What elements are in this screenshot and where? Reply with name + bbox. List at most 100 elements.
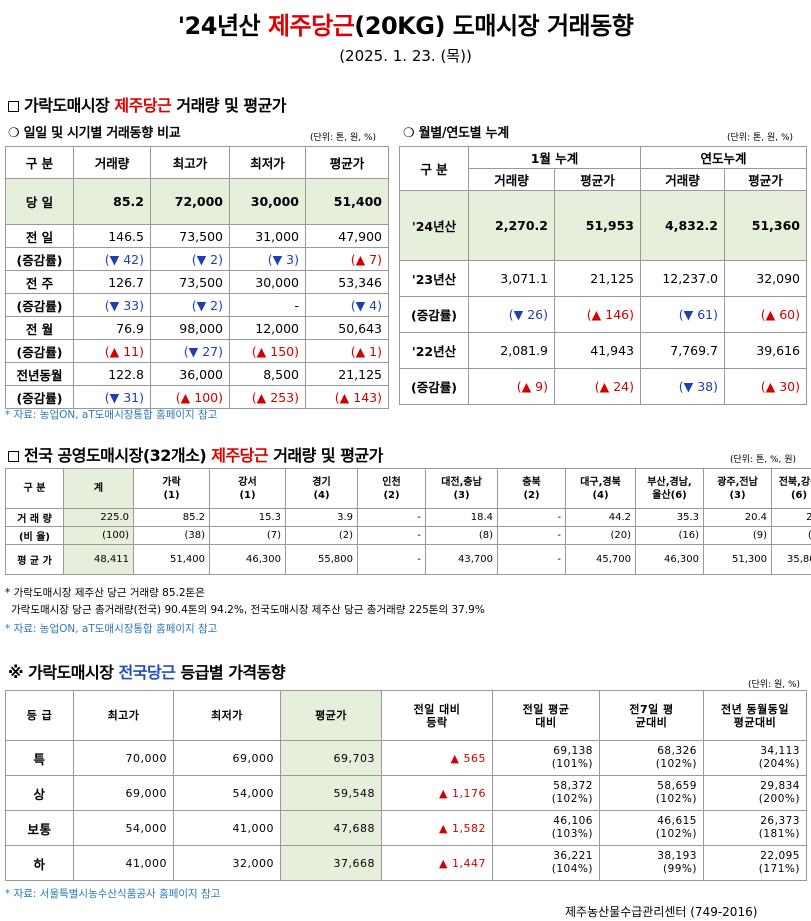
change-cell: - bbox=[229, 293, 306, 317]
cell-pct: (200%) bbox=[758, 793, 800, 805]
change-cell: (▲ 30) bbox=[723, 368, 808, 405]
volume-row: 거 래 량 225.0 85.2 15.3 3.9 - 18.4 - 44.2 … bbox=[5, 508, 811, 527]
section3-title-blue: 전국당근 bbox=[118, 663, 176, 682]
header-cell: 구 분 bbox=[5, 146, 74, 179]
grade-label: 상 bbox=[5, 775, 74, 811]
table-cell: 85.2 bbox=[73, 178, 151, 225]
header-text: 강서 bbox=[238, 476, 257, 488]
section1-source: * 자료: 농업ON, aT도매시장통합 홈페이지 참고 bbox=[5, 409, 218, 421]
section2-title-pre: 전국 공영도매시장(32개소) bbox=[24, 446, 212, 465]
header-cell: 전일 대비등락 bbox=[381, 690, 493, 741]
header-text: 울산(6) bbox=[652, 489, 687, 501]
row-label: (비 율) bbox=[5, 526, 64, 545]
table-cell: 34,113 (204%) bbox=[703, 740, 807, 776]
table-cell: (7) bbox=[209, 526, 286, 545]
ratio-row: (비 율) (100) (38) (7) (2) - (8) - (20) (1… bbox=[5, 526, 811, 545]
change-cell: (▼ 38) bbox=[640, 368, 725, 405]
table-cell: 20.4 bbox=[703, 508, 772, 527]
header-group-cell: 1월 누계 bbox=[468, 146, 641, 169]
table-cell: 4,832.2 bbox=[640, 190, 725, 261]
header-cell: 등 급 bbox=[5, 690, 74, 741]
table-cell: 41,943 bbox=[554, 332, 641, 369]
header-text: 대전,충남 bbox=[441, 476, 482, 488]
table-cell: 68,326 (102%) bbox=[599, 740, 704, 776]
table-cell: 69,703 bbox=[280, 740, 382, 776]
header-cell: 평균가 bbox=[723, 168, 808, 191]
section1-title: 가락도매시장 제주당근 거래량 및 평균가 bbox=[8, 92, 287, 116]
table-cell: - bbox=[357, 544, 426, 575]
table-cell: 46,106 (103%) bbox=[492, 810, 600, 846]
table-cell: 29,834 (200%) bbox=[703, 775, 807, 811]
box-bullet-icon bbox=[8, 101, 19, 112]
row-label: (증감률) bbox=[5, 247, 74, 271]
grade-label: 특 bbox=[5, 740, 74, 776]
change-cell: (▼ 31) bbox=[73, 385, 151, 409]
section1-title-red: 제주당근 bbox=[114, 96, 172, 115]
header-text: (1) bbox=[163, 489, 180, 501]
table-cell: 43,700 bbox=[425, 544, 498, 575]
change-cell: (▼ 26) bbox=[468, 296, 555, 333]
change-cell: (▲ 146) bbox=[554, 296, 641, 333]
header-text: (2) bbox=[383, 489, 400, 501]
table-cell: 35,800 bbox=[771, 544, 811, 575]
header-text: 전북,강원 bbox=[778, 476, 811, 488]
cumulative-table: 구 분 1월 누계 연도누계 거래량 평균가 거래량 평균가 '24년산 2,2… bbox=[399, 146, 808, 405]
row-label: (증감률) bbox=[399, 368, 469, 405]
table-cell: 70,000 bbox=[73, 740, 174, 776]
table-cell: 51,400 bbox=[305, 178, 389, 225]
table-cell: 2,081.9 bbox=[468, 332, 555, 369]
cell-value: 68,326 bbox=[657, 745, 697, 757]
table-cell: (20) bbox=[565, 526, 636, 545]
change-cell: (▲ 143) bbox=[305, 385, 389, 409]
table-cell: (16) bbox=[635, 526, 704, 545]
table-cell: 45,700 bbox=[565, 544, 636, 575]
header-cell: 계 bbox=[63, 468, 134, 509]
table-cell: - bbox=[497, 544, 566, 575]
section2-title: 전국 공영도매시장(32개소) 제주당근 거래량 및 평균가 bbox=[8, 442, 383, 466]
row-label: (증감률) bbox=[5, 339, 74, 363]
row-label: 당 일 bbox=[5, 178, 74, 225]
table-cell: 3.9 bbox=[285, 508, 358, 527]
change-cell: (▲ 253) bbox=[229, 385, 306, 409]
table-cell: - bbox=[497, 508, 566, 527]
cell-pct: (102%) bbox=[655, 758, 697, 770]
table-cell: 12,000 bbox=[229, 316, 306, 340]
section2-note2: 가락도매시장 당근 총거래량(전국) 90.4톤의 94.2%, 전국도매시장 … bbox=[11, 604, 485, 616]
table-cell: ▲ 1,176 bbox=[381, 775, 493, 811]
table-cell: 32,000 bbox=[173, 845, 281, 881]
header-text: 광주,전남 bbox=[717, 476, 758, 488]
change-cell: (▲ 100) bbox=[150, 385, 230, 409]
table-cell: (100) bbox=[63, 526, 134, 545]
cell-value: 58,659 bbox=[657, 780, 697, 792]
row-label: '22년산 bbox=[399, 332, 469, 369]
grade-label: 보통 bbox=[5, 810, 74, 846]
table-cell: 54,000 bbox=[73, 810, 174, 846]
table-row: 전 월 76.9 98,000 12,000 50,643 bbox=[5, 316, 389, 340]
cell-pct: (171%) bbox=[758, 863, 800, 875]
header-cell: 경기 (4) bbox=[285, 468, 358, 509]
change-cell: (▼ 2) bbox=[150, 293, 230, 317]
section2-note1: * 가락도매시장 제주산 당근 거래량 85.2톤은 bbox=[5, 587, 205, 599]
header-cell: 최저가 bbox=[229, 146, 306, 179]
table-cell: 69,000 bbox=[73, 775, 174, 811]
header-cell: 구 분 bbox=[399, 146, 469, 191]
header-cell: 평균가 bbox=[305, 146, 389, 179]
header-cell: 강서 (1) bbox=[209, 468, 286, 509]
cell-pct: (102%) bbox=[551, 793, 593, 805]
change-cell: (▼ 4) bbox=[305, 293, 389, 317]
section1-left-unit: (단위: 톤, 원, %) bbox=[310, 133, 377, 143]
title-highlight: 제주당근 bbox=[267, 12, 355, 40]
table-row: 특 70,000 69,000 69,703 ▲ 565 69,138 (101%… bbox=[5, 740, 807, 776]
header-text: 계 bbox=[93, 483, 104, 494]
section2-title-post: 거래량 및 평균가 bbox=[268, 446, 383, 465]
header-cell: 광주,전남 (3) bbox=[703, 468, 772, 509]
table-cell: 26,373 (181%) bbox=[703, 810, 807, 846]
report-date: (2025. 1. 23. (목)) bbox=[339, 47, 472, 65]
cell-value: 34,113 bbox=[760, 745, 800, 757]
footer-org: 제주농산물수급관리센터 (749-2016) bbox=[565, 905, 758, 919]
header-text: 가락 bbox=[162, 476, 181, 488]
table-cell: 8,500 bbox=[229, 362, 306, 386]
table-header-row: 구 분 계 가락 (1) 강서 (1) 경기 (4) 인천 (2) 대전,충남 (3) 충… bbox=[5, 468, 811, 509]
table-cell: 126.7 bbox=[73, 270, 151, 294]
header-cell: 최고가 bbox=[150, 146, 230, 179]
